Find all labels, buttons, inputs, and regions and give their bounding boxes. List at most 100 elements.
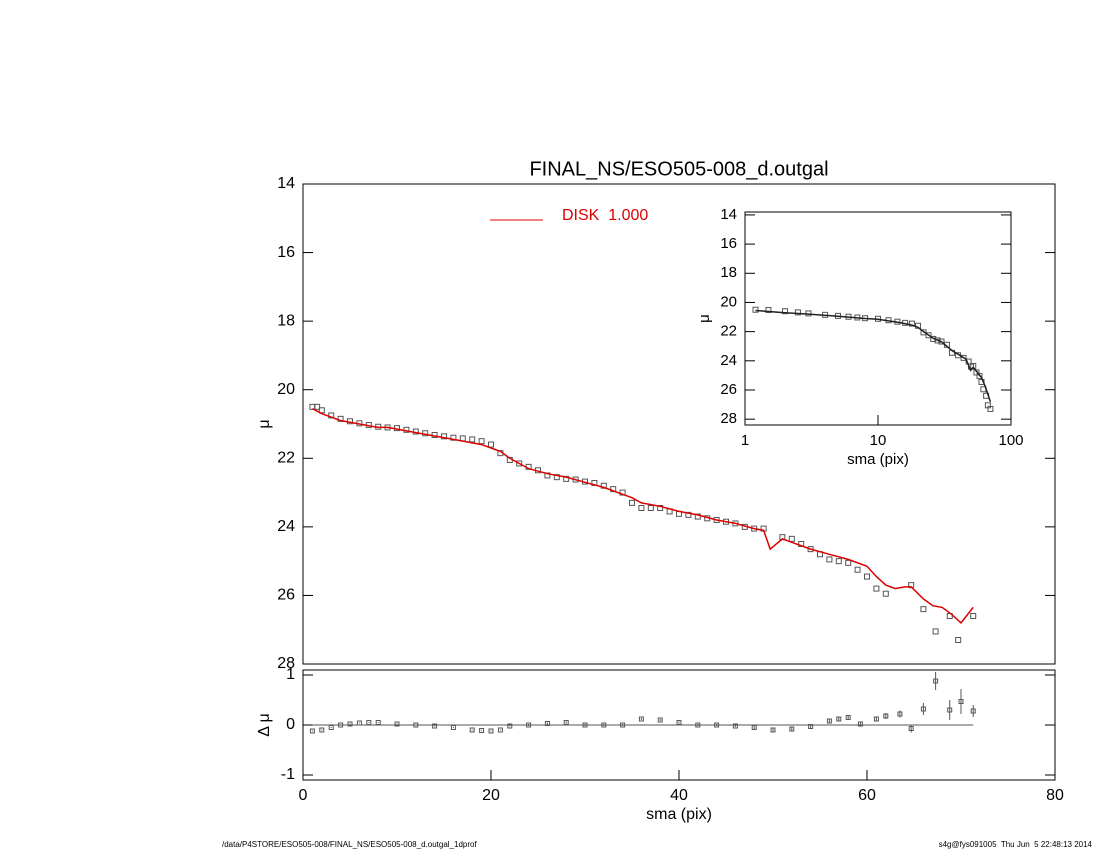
x-tick-label: 100 — [998, 432, 1023, 449]
residual-point — [883, 713, 889, 719]
residual-point — [347, 721, 353, 727]
residual-point — [319, 727, 325, 733]
y-tick-label: 0 — [286, 716, 295, 733]
y-tick-label: 26 — [277, 587, 295, 604]
y-tick-label: 26 — [720, 381, 737, 398]
y-axis-label: Δ μ — [256, 713, 273, 736]
x-tick-label: 1 — [741, 432, 749, 449]
footer-path: /data/P4STORE/ESO505-008/FINAL_NS/ESO505… — [222, 840, 477, 849]
data-point — [938, 338, 945, 345]
data-point — [826, 556, 833, 563]
residual-point — [676, 720, 682, 725]
data-point — [318, 407, 325, 414]
residual-point — [328, 725, 334, 730]
data-point — [920, 606, 927, 613]
residual-point — [947, 707, 953, 713]
y-tick-label: 14 — [277, 175, 295, 192]
data-point — [788, 535, 795, 542]
y-axis-label: μ — [696, 314, 713, 323]
residual-point — [479, 728, 485, 733]
x-tick-label: 80 — [1046, 787, 1064, 804]
data-point — [657, 505, 664, 511]
residual-point — [908, 726, 914, 731]
residual-point — [375, 720, 381, 725]
y-tick-label: 24 — [277, 518, 295, 535]
data-point — [794, 309, 801, 316]
residual-point — [714, 722, 720, 728]
data-point — [873, 585, 880, 592]
data-point — [970, 613, 977, 619]
data-point — [450, 434, 457, 441]
residual-point — [338, 722, 344, 728]
residual-point — [394, 721, 400, 727]
y-tick-label: 18 — [277, 312, 295, 329]
legend-label: DISK 1.000 — [562, 207, 648, 224]
residual-point — [857, 721, 863, 727]
residual-point — [732, 723, 738, 729]
residual-point — [970, 708, 976, 714]
y-tick-label: 20 — [720, 293, 737, 310]
residual-point — [450, 725, 456, 730]
residual-point — [873, 716, 879, 722]
data-point — [638, 505, 645, 511]
x-tick-label: 40 — [670, 787, 688, 804]
footer-stamp: s4g@fys091005 Thu Jun 5 22:48:13 2014 — [939, 840, 1093, 849]
data-point — [908, 320, 915, 327]
data-point — [932, 628, 939, 635]
residual-point — [638, 716, 644, 722]
data-point — [976, 373, 983, 380]
y-tick-label: 18 — [720, 264, 737, 281]
residual-point — [695, 722, 701, 728]
residual-point — [488, 728, 494, 734]
y-tick-label: 22 — [720, 323, 737, 340]
data-point — [973, 369, 980, 376]
x-tick-label: 0 — [299, 787, 308, 804]
residual-point — [507, 723, 513, 729]
data-point — [629, 499, 635, 506]
data-point — [854, 566, 861, 573]
data-point — [835, 558, 842, 565]
residual-point — [366, 720, 372, 725]
y-tick-label: 1 — [286, 666, 295, 683]
plot-frame — [302, 183, 1056, 665]
residual-point — [544, 721, 550, 726]
data-point — [694, 513, 701, 520]
y-tick-label: 28 — [277, 655, 295, 672]
data-point — [782, 308, 789, 315]
x-tick-label: 20 — [482, 787, 500, 804]
x-tick-label: 60 — [858, 787, 876, 804]
data-point — [987, 405, 994, 412]
residual-point — [657, 717, 663, 723]
data-point — [516, 460, 523, 467]
residual-point — [789, 726, 795, 732]
data-point — [925, 332, 932, 339]
residual-point — [920, 706, 926, 712]
data-point — [752, 306, 759, 313]
data-point — [469, 436, 476, 443]
x-axis-label: sma (pix) — [847, 451, 909, 468]
residual-point — [836, 716, 842, 722]
data-point — [478, 438, 485, 445]
residual-point — [845, 715, 851, 720]
residual-point — [601, 722, 607, 728]
y-tick-label: -1 — [281, 766, 295, 783]
y-tick-label: 28 — [720, 410, 737, 427]
data-point — [441, 433, 447, 440]
y-tick-label: 22 — [277, 450, 295, 467]
residual-point — [620, 722, 626, 728]
data-point — [882, 590, 889, 597]
residual-point — [563, 720, 569, 725]
data-point — [314, 403, 321, 410]
residual-point — [582, 722, 588, 728]
data-point — [600, 482, 607, 489]
model-line — [312, 407, 974, 624]
chart-title: FINAL_NS/ESO505-008_d.outgal — [529, 158, 828, 180]
data-point — [685, 511, 692, 518]
residual-point — [432, 723, 438, 729]
data-point — [845, 559, 852, 566]
residual-point — [958, 699, 964, 704]
data-point — [955, 637, 962, 643]
residual-point — [413, 722, 419, 728]
data-point — [864, 573, 870, 580]
